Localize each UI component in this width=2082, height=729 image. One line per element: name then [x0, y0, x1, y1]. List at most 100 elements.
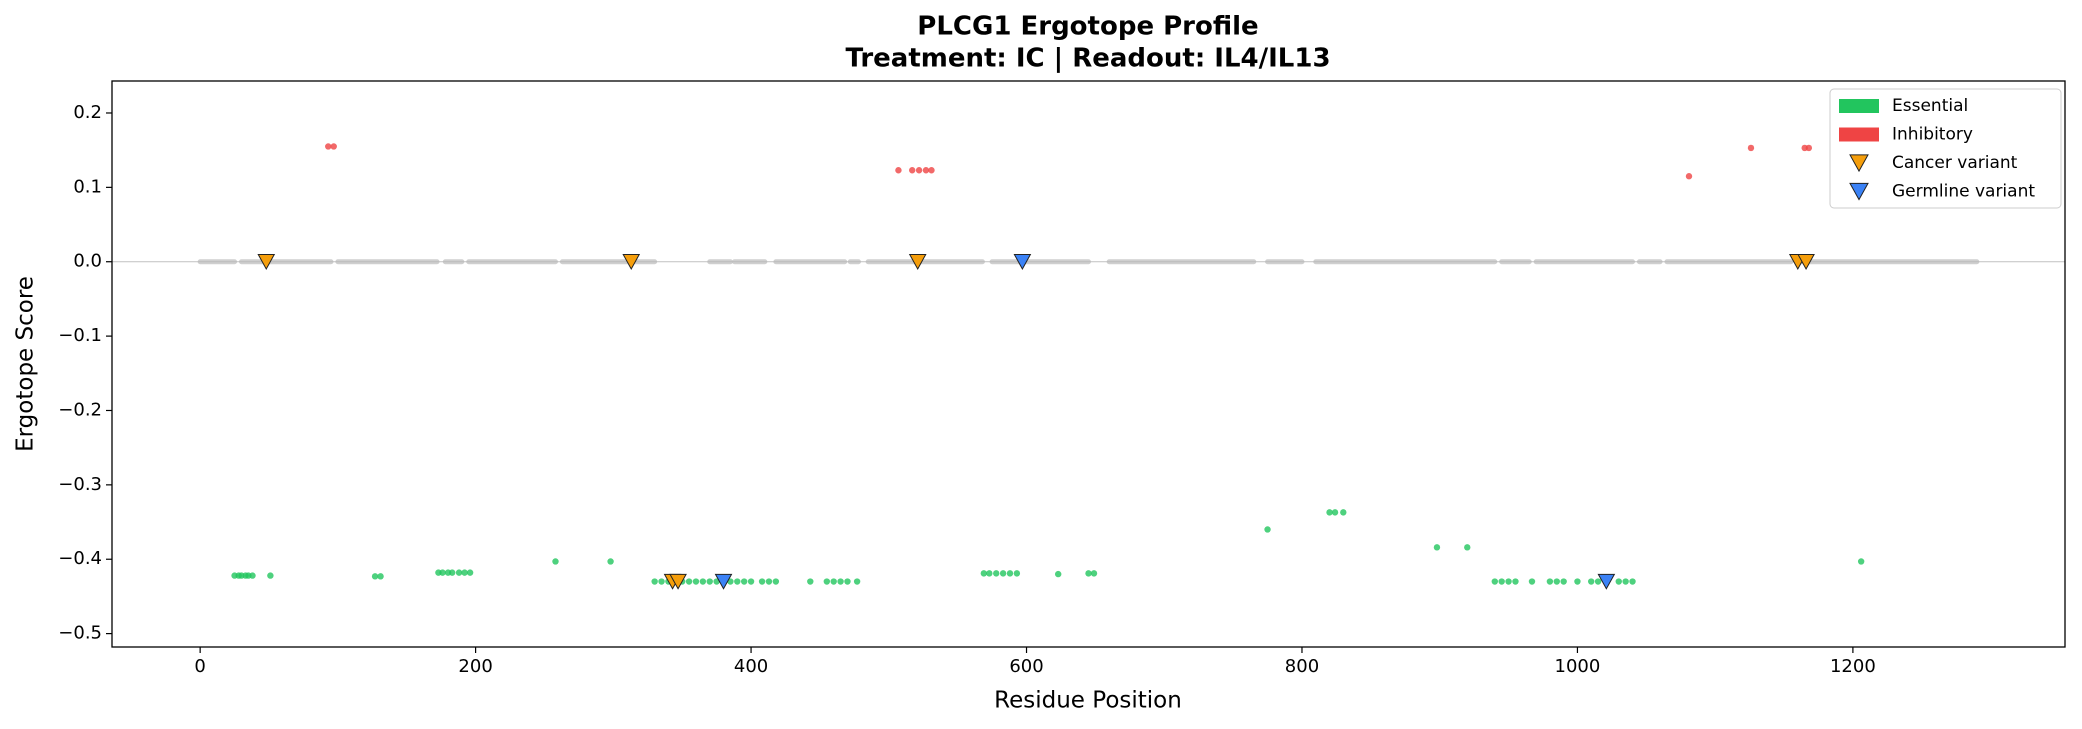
point: [1615, 578, 1622, 585]
legend-swatch: [1849, 154, 1869, 173]
point: [928, 167, 935, 174]
y-tick-label: 0.1: [73, 176, 102, 197]
legend-label: Cancer variant: [1892, 153, 2018, 173]
point: [658, 578, 665, 585]
point: [651, 578, 658, 585]
variant-marker: [908, 254, 927, 270]
point: [747, 578, 755, 585]
point: [1464, 544, 1471, 551]
point: [1013, 570, 1021, 577]
point: [249, 572, 256, 579]
variant-marker: [622, 254, 641, 270]
y-tick-label: −0.5: [58, 623, 102, 644]
point: [915, 167, 923, 174]
point: [1085, 570, 1092, 577]
point: [758, 578, 766, 585]
point: [986, 570, 993, 577]
point: [740, 578, 748, 585]
point: [1340, 509, 1347, 516]
point: [455, 569, 463, 576]
point: [1512, 578, 1519, 585]
y-tick-label: −0.1: [58, 325, 102, 346]
x-tick-label: 800: [1285, 656, 1319, 677]
variant-marker: [1797, 254, 1815, 270]
legend-label: Inhibitory: [1892, 125, 1973, 145]
point: [552, 558, 559, 565]
point: [1491, 578, 1499, 585]
point: [837, 578, 844, 585]
point: [607, 558, 614, 565]
variant-marker: [1597, 573, 1616, 590]
y-tick-label: −0.3: [58, 474, 102, 495]
x-tick-label: 400: [734, 656, 768, 677]
point: [466, 569, 474, 576]
chart-subtitle: Treatment: IC | Readout: IL4/IL13: [845, 44, 1330, 74]
point: [377, 573, 384, 580]
point: [685, 578, 693, 585]
point: [1505, 578, 1512, 585]
point: [267, 572, 274, 579]
point: [1006, 570, 1014, 577]
y-tick-label: 0.2: [73, 102, 102, 123]
point: [448, 569, 456, 576]
point: [772, 578, 780, 585]
y-tick-label: 0.0: [73, 251, 102, 272]
legend-label: Germline variant: [1892, 182, 2035, 202]
point: [853, 578, 861, 585]
point: [1574, 578, 1581, 585]
variant-marker: [257, 254, 276, 270]
point: [922, 167, 930, 174]
point: [1805, 144, 1813, 152]
point: [909, 167, 916, 174]
legend-swatch: [1839, 99, 1879, 113]
point: [1622, 578, 1629, 585]
legend-swatch: [1839, 127, 1879, 142]
x-tick-label: 0: [194, 656, 205, 677]
point: [1553, 578, 1560, 585]
point: [706, 578, 713, 585]
y-tick-label: −0.2: [58, 399, 102, 420]
legend-swatch: [1849, 182, 1869, 201]
point: [999, 570, 1007, 577]
point: [765, 578, 773, 585]
point: [1588, 578, 1595, 585]
variant-marker: [714, 573, 733, 590]
point: [980, 570, 988, 577]
point: [699, 578, 707, 585]
point: [734, 578, 741, 585]
x-tick-label: 600: [1009, 656, 1043, 677]
point: [807, 578, 814, 585]
point: [1546, 578, 1554, 585]
point: [993, 570, 1000, 577]
point: [895, 167, 902, 174]
point: [439, 569, 446, 576]
point: [1747, 144, 1755, 152]
point: [830, 578, 837, 585]
y-tick-label: −0.4: [58, 548, 102, 569]
x-axis-label: Residue Position: [994, 688, 1182, 714]
point: [823, 578, 831, 585]
point: [461, 569, 468, 576]
x-tick-label: 200: [458, 656, 492, 677]
point: [1331, 509, 1339, 516]
point: [1326, 509, 1333, 516]
point: [1433, 544, 1441, 551]
point: [1857, 558, 1865, 565]
x-tick-label: 1200: [1830, 656, 1876, 677]
legend-box: [1829, 88, 2062, 209]
point: [1560, 578, 1567, 585]
point: [1264, 526, 1271, 533]
point: [692, 578, 700, 585]
point: [1685, 173, 1693, 180]
point: [1498, 578, 1505, 585]
variant-marker: [1013, 254, 1032, 270]
plot-frame: [111, 80, 2066, 648]
point: [1054, 570, 1062, 578]
point: [844, 578, 851, 585]
point: [330, 143, 337, 150]
point: [1594, 578, 1602, 585]
chart-title: PLCG1 Ergotope Profile: [917, 12, 1258, 42]
point: [1528, 578, 1536, 585]
y-axis-label: Ergotope Score: [13, 276, 39, 452]
